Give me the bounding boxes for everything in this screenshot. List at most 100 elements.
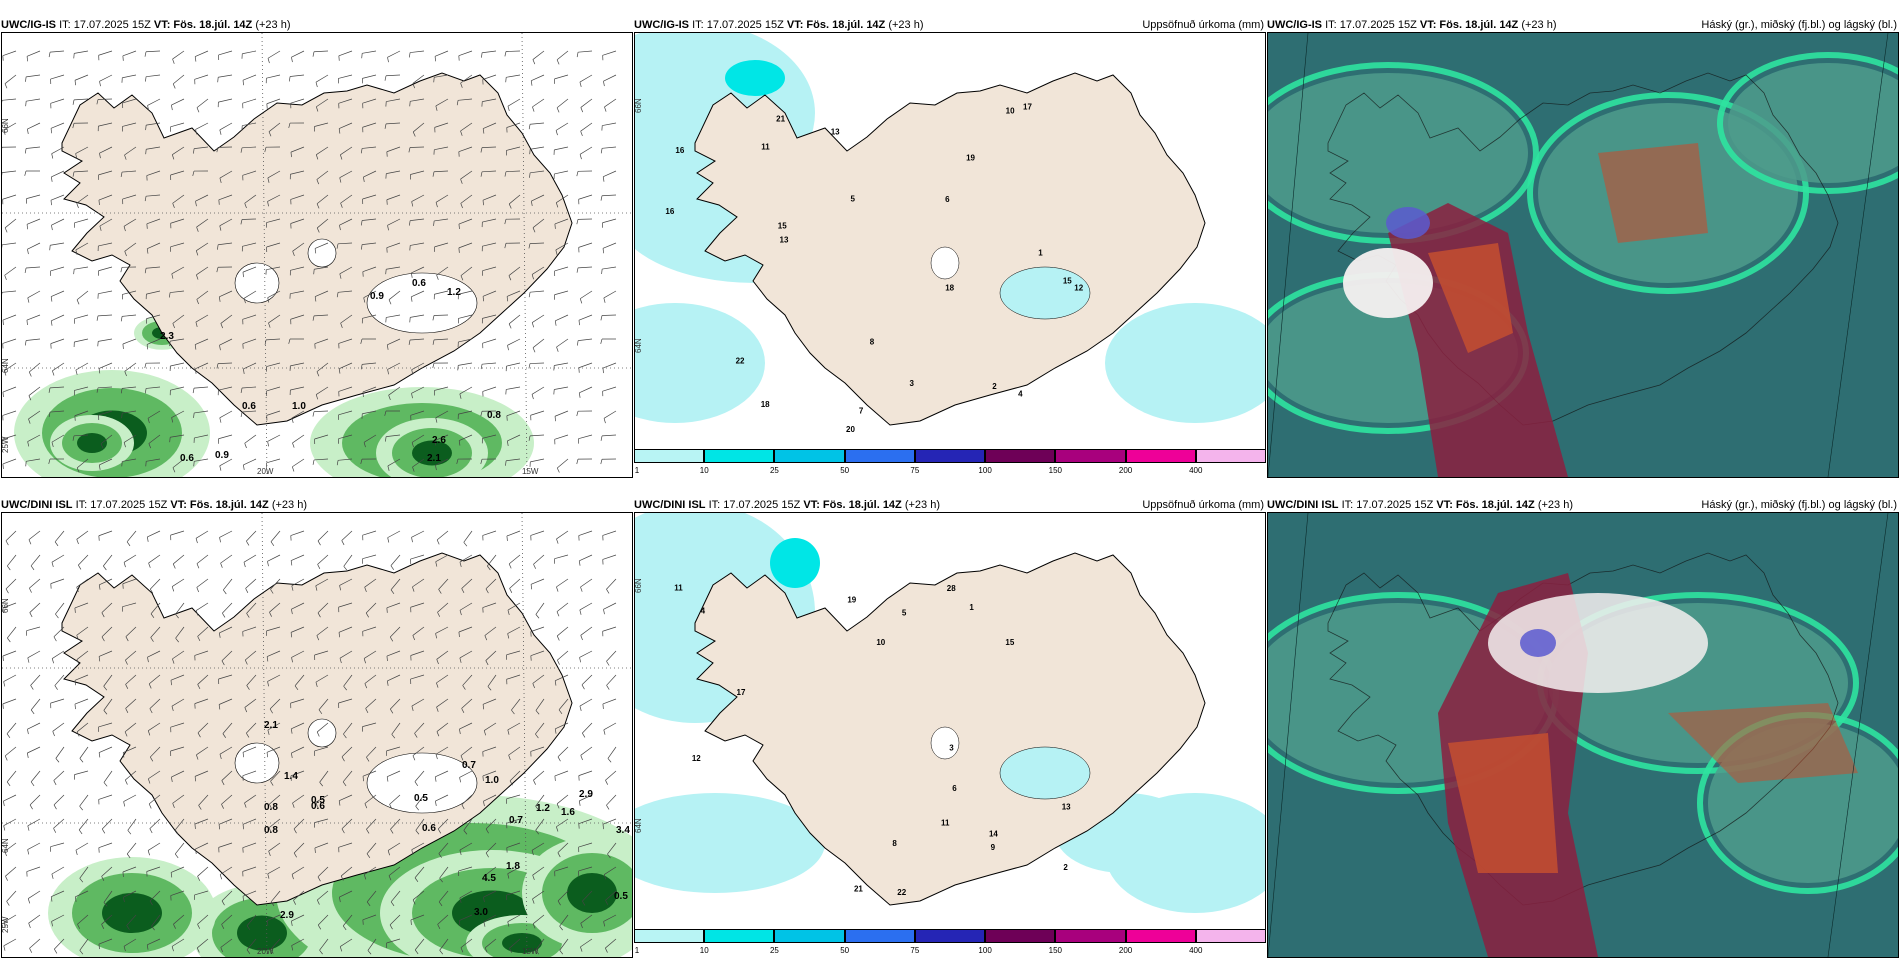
colorbar-tick: 10 [700,466,709,475]
colorbar-tick: 1 [635,946,639,955]
colorbar-segment [1126,929,1196,943]
rain-amount-label: 2.9 [579,789,593,800]
colorbar-segment [845,929,915,943]
cloud-mid-high [1386,207,1430,239]
rain-amount-label: 2.9 [280,910,294,921]
colorbar-tick: 50 [840,946,849,955]
glacier [235,263,279,303]
rain-amount-label: 0.9 [370,291,384,302]
glacier [367,753,477,813]
glacier [308,239,336,267]
rain-amount-label: 1.0 [292,401,306,412]
lat-label: 64N [635,338,643,353]
rain-amount-label: 0.6 [311,801,325,812]
colorbar-segment [1055,449,1125,463]
precip-amount-label: 10 [876,638,885,647]
precip-amount-label: 19 [847,595,856,604]
precip-amount-label: 15 [778,222,787,231]
lon-label: 20W [257,947,274,956]
colorbar-tick: 10 [700,946,709,955]
rain-area-heavy [102,893,162,933]
colorbar-segment [1196,929,1266,943]
precip-amount-label: 17 [1023,103,1032,112]
rain-area-heavy [567,873,617,913]
precip-amount-label: 2 [992,382,997,391]
rain-amount-label: 0.7 [509,815,523,826]
cloud-stack-white [1343,248,1433,318]
colorbar-tick: 1 [635,466,639,475]
panel-title: UWC/DINI ISL IT: 17.07.2025 15Z VT: Fös.… [634,499,940,511]
precip-amount-label: 9 [991,843,996,852]
colorbar-tick: 100 [978,466,991,475]
colorbar-segment [704,449,774,463]
rain-amount-label: 0.9 [215,450,229,461]
panel-top-wind: UWC/IG-IS IT: 17.07.2025 15Z VT: Fös. 18… [1,15,633,461]
rain-amount-label: 0.7 [462,760,476,771]
rain-amount-label: 0.8 [264,825,278,836]
rain-amount-label: 0.5 [614,891,628,902]
precip-amount-label: 4 [701,607,706,616]
map-cloud-bottom[interactable] [1267,512,1899,958]
precip-amount-label: 17 [737,688,746,697]
precip-amount-label: 6 [945,195,950,204]
lat-label: 64N [2,838,10,853]
precip-amount-label: 5 [902,608,907,617]
rain-amount-label: 2.1 [427,453,441,464]
lat-label: 64N [635,818,643,833]
colorbar-segment [1055,929,1125,943]
rain-amount-label: 0.6 [422,823,436,834]
colorbar-segment [985,929,1055,943]
colorbar-segment [774,929,844,943]
precip-amount-label: 21 [854,884,863,893]
precip-amount-label: 14 [989,829,998,838]
precip-amount-label: 8 [870,337,875,346]
precip-amount-label: 11 [761,143,770,152]
colorbar-tick: 400 [1189,946,1202,955]
precip-area [1000,747,1090,799]
colorbar-tick: 25 [770,466,779,475]
precip-amount-label: 22 [736,356,745,365]
lat-label: 25W [2,916,10,933]
precip-amount-label: 6 [952,784,957,793]
lat-label: 66N [635,98,643,113]
map-cloud-top[interactable] [1267,32,1899,478]
precip-amount-label: 16 [675,146,684,155]
precip-area-heavy [770,538,820,588]
glacier [931,247,959,279]
colorbar-segment [704,929,774,943]
lon-label: 15W [522,947,539,956]
precip-amount-label: 5 [851,195,856,204]
colorbar-tick: 75 [910,946,919,955]
cloud-title: Háský (gr.), miðský (fj.bl.) og lágský (… [1701,19,1897,31]
panel-title: UWC/IG-IS IT: 17.07.2025 15Z VT: Fös. 18… [1267,19,1557,31]
colorbar-segment [845,449,915,463]
rain-amount-label: 4.5 [482,873,496,884]
rain-amount-label: 0.6 [412,278,426,289]
precip-amount-label: 15 [1005,638,1014,647]
panel-title: UWC/DINI ISL IT: 17.07.2025 15Z VT: Fös.… [1,499,307,511]
colorbar-tick: 150 [1049,946,1062,955]
lon-label: 15W [522,467,539,476]
precip-amount-label: 11 [941,819,950,828]
precip-amount-label: 12 [1074,284,1083,293]
lat-label: 25W [2,436,10,453]
precip-amount-label: 12 [692,754,701,763]
colorbar-segment [634,449,704,463]
precip-amount-label: 22 [897,888,906,897]
rain-amount-label: 3.4 [616,825,630,836]
rain-amount-label: 2.1 [264,720,278,731]
lat-label: 66N [635,578,643,593]
colorbar-segment [915,449,985,463]
precip-area-heavy [725,60,785,96]
panel-bottom-precip: UWC/DINI ISL IT: 17.07.2025 15Z VT: Fös.… [634,495,1266,941]
precip-amount-label: 18 [945,283,954,292]
precip-amount-label: 19 [966,153,975,162]
rain-amount-label: 2.3 [160,331,174,342]
rain-amount-label: 1.6 [561,807,575,818]
rain-amount-label: 1.8 [506,861,520,872]
